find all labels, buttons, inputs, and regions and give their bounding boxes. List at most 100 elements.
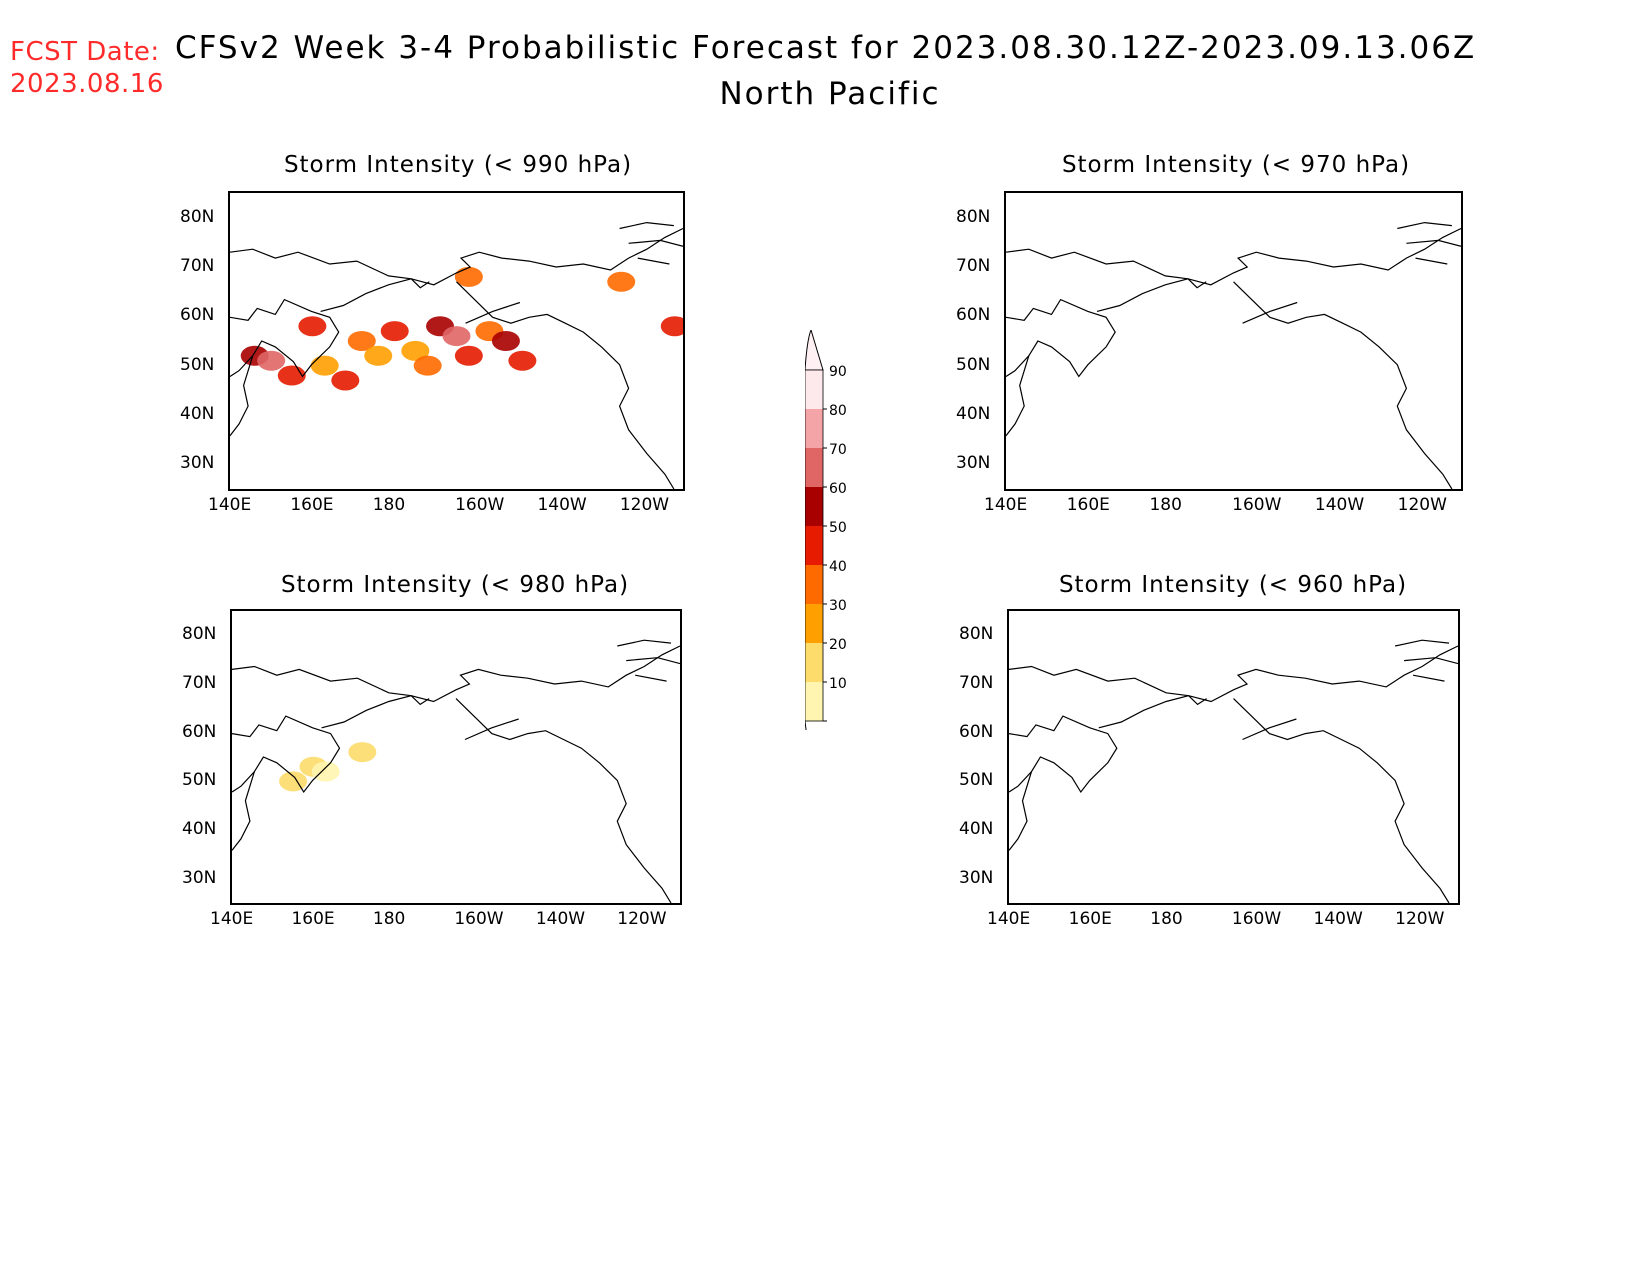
colorbar: 90 80 70 60 50 40 30 20 10: [804, 328, 865, 762]
lat-tick-label: 50N: [182, 770, 217, 791]
lon-tick-label: 140E: [210, 909, 254, 929]
probability-cell: [279, 771, 308, 792]
lon-tick-label: 160W: [455, 495, 505, 515]
forecast-date-label: FCST Date:: [10, 37, 160, 67]
coastline: [232, 715, 341, 794]
coastline: [1009, 715, 1118, 794]
colorbar-bottom-cap: [804, 720, 814, 762]
map-canvas-p980: [232, 639, 680, 903]
probability-cell: [311, 761, 340, 782]
probability-cell: [364, 345, 393, 366]
probability-cell: [454, 266, 483, 287]
lat-tick-label: 50N: [180, 354, 215, 375]
coastline: [465, 301, 521, 324]
lon-tick-label: 120W: [1395, 909, 1445, 929]
lat-tick-label: 60N: [956, 305, 991, 326]
coastline: [1009, 771, 1033, 851]
map-p970: [1004, 191, 1463, 491]
panel-title-p960: Storm Intensity (< 960 hPa): [1058, 572, 1408, 598]
probability-cell: [508, 350, 537, 371]
colorbar-swatch: [805, 604, 823, 643]
colorbar-label: 60: [829, 481, 847, 497]
coastline: [1098, 695, 1207, 729]
lon-tick-label: 120W: [1397, 495, 1447, 515]
panel-title-p980: Storm Intensity (< 980 hPa): [280, 572, 630, 598]
lon-tick-label: 140W: [537, 495, 587, 515]
map-canvas-p960: [1009, 639, 1458, 903]
coastline: [464, 718, 519, 741]
lat-tick-label: 60N: [182, 721, 217, 742]
probability-cell: [401, 340, 430, 361]
lat-tick-label: 30N: [959, 867, 994, 888]
page-title: CFSv2 Week 3-4 Probabilistic Forecast fo…: [175, 30, 1477, 66]
colorbar-top-cap: [804, 328, 824, 371]
lat-tick-label: 60N: [180, 305, 215, 326]
coastline: [619, 221, 683, 265]
region-subtitle: North Pacific: [719, 76, 941, 112]
lat-tick-label: 80N: [956, 206, 991, 227]
coastline: [1242, 301, 1298, 324]
lon-tick-label: 140E: [987, 909, 1031, 929]
colorbar-label: 80: [829, 403, 847, 419]
coastline: [1233, 281, 1453, 489]
probability-cell: [442, 326, 471, 347]
coastline: [617, 639, 680, 682]
lat-tick-label: 80N: [959, 624, 994, 645]
probability-cell: [331, 370, 360, 391]
colorbar-label: 40: [829, 559, 847, 575]
coastline: [455, 698, 672, 903]
colorbar-swatch: [805, 526, 823, 565]
lat-tick-label: 30N: [182, 867, 217, 888]
colorbar-swatch: [805, 682, 823, 721]
lat-tick-label: 70N: [180, 256, 215, 276]
panel-title-p970: Storm Intensity (< 970 hPa): [1061, 152, 1411, 178]
lon-tick-label: 160E: [291, 909, 335, 929]
lon-tick-label: 180: [372, 495, 406, 515]
probability-cell: [380, 321, 409, 342]
colorbar-swatch: [805, 487, 823, 526]
coastline: [1242, 718, 1297, 741]
colorbar-swatch: [805, 409, 823, 448]
colorbar-label: 70: [829, 442, 847, 458]
coastline: [230, 298, 340, 378]
probability-cell: [413, 355, 442, 376]
colorbar-swatch: [805, 565, 823, 604]
lat-tick-label: 70N: [182, 673, 217, 693]
forecast-date-block: FCST Date: 2023.08.16: [10, 36, 164, 100]
lat-tick-label: 50N: [956, 354, 991, 375]
lon-tick-label: 140W: [1314, 495, 1365, 515]
colorbar-label: 90: [829, 364, 847, 380]
coastline: [1006, 298, 1116, 378]
lon-tick-label: 180: [372, 909, 406, 929]
coastline: [1394, 639, 1458, 682]
lat-tick-label: 30N: [956, 453, 991, 474]
probability-cell: [660, 316, 683, 337]
lon-tick-label: 120W: [617, 909, 667, 929]
colorbar-swatch: [805, 643, 823, 682]
lat-tick-label: 40N: [959, 819, 994, 839]
lat-tick-label: 60N: [959, 721, 994, 742]
probability-cell: [607, 271, 636, 292]
coastline: [230, 355, 254, 437]
panel-title-p990: Storm Intensity (< 990 hPa): [283, 152, 633, 178]
probability-cell: [491, 331, 520, 351]
coastline: [232, 645, 680, 703]
probability-cell: [454, 345, 483, 366]
colorbar-label: 30: [829, 598, 847, 614]
forecast-date-value: 2023.08.16: [10, 69, 164, 99]
colorbar-label: 50: [829, 520, 847, 536]
coastline: [1397, 221, 1461, 265]
coastline: [230, 227, 683, 286]
lat-tick-label: 70N: [959, 673, 994, 693]
coastline: [1096, 278, 1207, 312]
lon-tick-label: 160W: [454, 909, 504, 929]
coastline: [1006, 355, 1030, 437]
lon-tick-label: 160W: [1232, 495, 1282, 515]
lat-tick-label: 40N: [182, 819, 217, 839]
coastline: [320, 278, 430, 312]
lon-tick-label: 140E: [208, 495, 252, 515]
colorbar-swatches: 90 80 70 60 50 40 30 20 10: [804, 328, 847, 762]
lon-tick-label: 160E: [290, 495, 334, 515]
coastline: [1009, 645, 1458, 703]
lat-tick-label: 50N: [959, 770, 994, 791]
